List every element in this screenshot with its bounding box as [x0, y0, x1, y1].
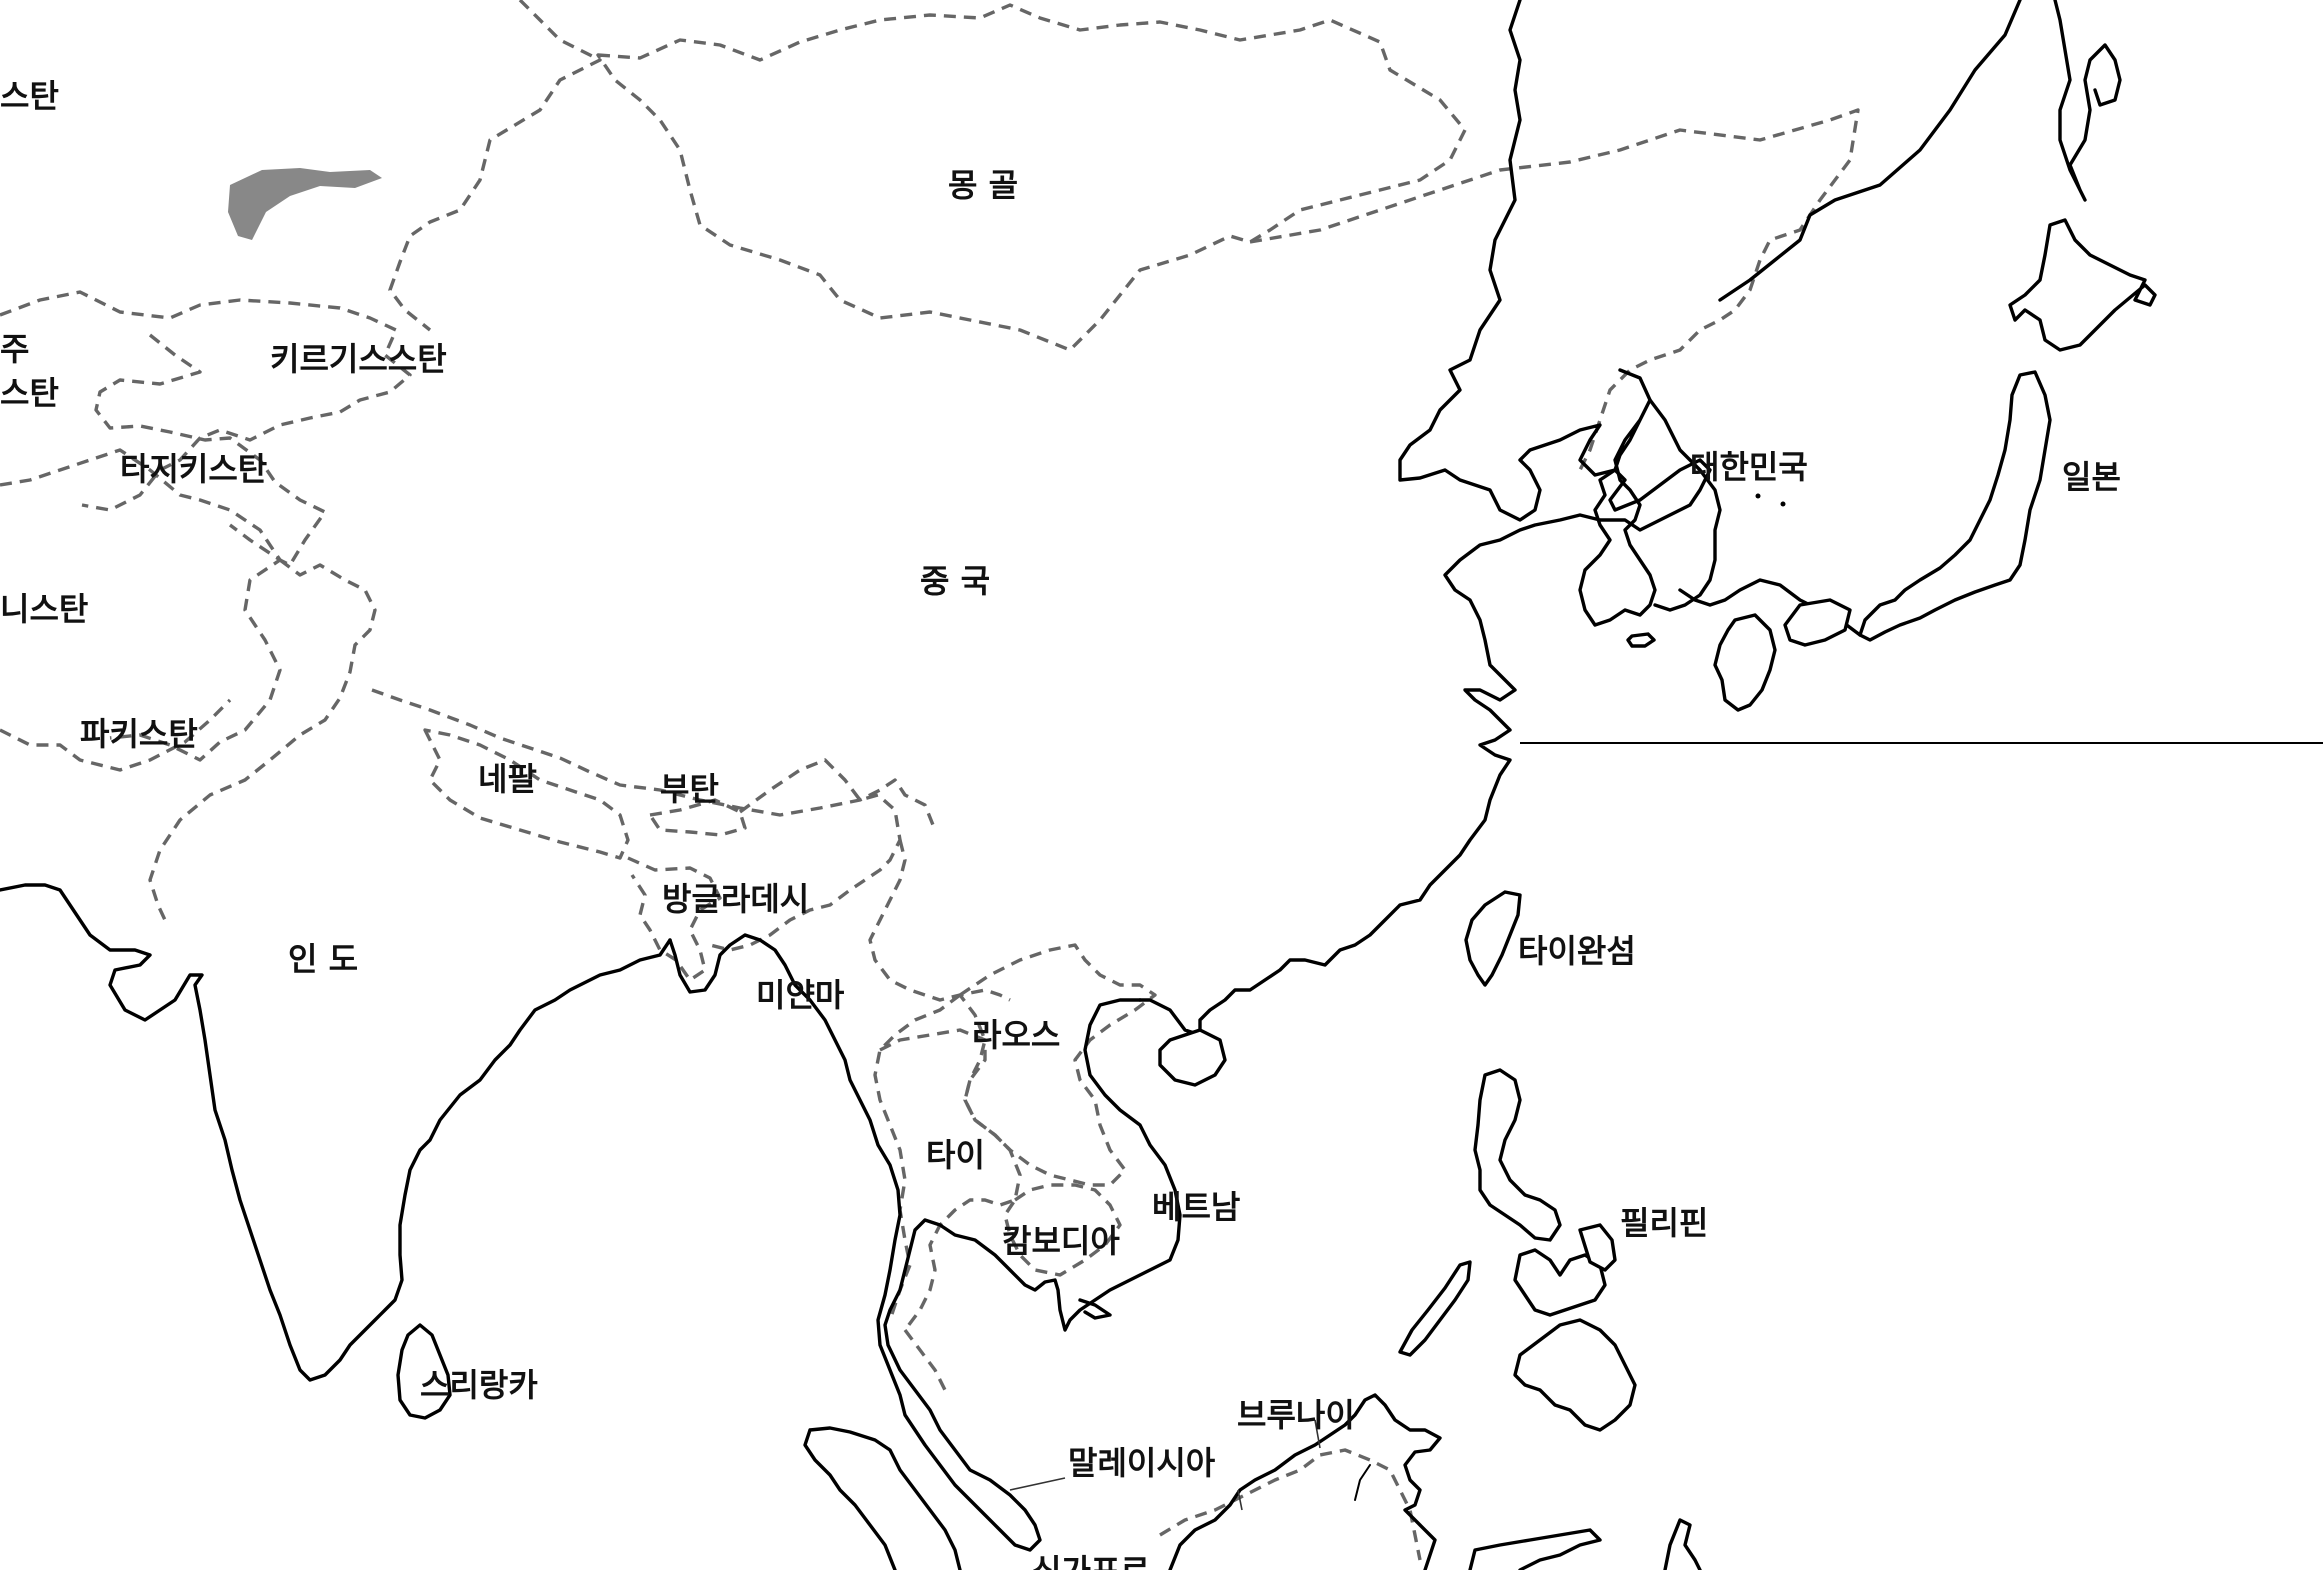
map-labels: 스탄 주 스탄 키르기스스탄 타지키스탄 니스탄 파키스탄 몽 골 중 국 네팔…	[0, 77, 2121, 1570]
coast-sumatra	[803, 1426, 962, 1570]
border-tajik	[94, 333, 327, 567]
label-partial-kazakhstan[interactable]: 스탄	[0, 77, 59, 115]
leader-brunei	[1314, 1419, 1321, 1449]
border-malay	[903, 1328, 947, 1391]
coast-visayas[interactable]	[1513, 1248, 1607, 1317]
coast-korea-east	[1648, 398, 1722, 612]
border-pakistan-india	[148, 558, 377, 921]
label-malaysia[interactable]: 말레이시아	[1068, 1444, 1216, 1482]
coast-china-east	[1138, 0, 1712, 1037]
coast-korea	[1578, 368, 1657, 627]
border-myanmar	[868, 839, 1011, 1002]
label-south-korea[interactable]: 대한민국	[1690, 448, 1808, 486]
border-mongolia	[596, 3, 1467, 352]
coast-palawan[interactable]	[1398, 1260, 1472, 1357]
label-bhutan[interactable]: 부탄	[660, 770, 719, 808]
label-vietnam[interactable]: 베트남	[1152, 1188, 1240, 1226]
label-bangladesh[interactable]: 방글라데시	[662, 880, 809, 918]
label-brunei[interactable]: 브루나이	[1237, 1396, 1355, 1434]
border-himalaya	[371, 688, 937, 831]
border-borneo	[1159, 1448, 1422, 1561]
label-cambodia[interactable]: 캄보디아	[1002, 1222, 1120, 1260]
border-bhutan	[648, 798, 747, 837]
coast-luzon[interactable]	[1473, 1068, 1562, 1242]
label-india[interactable]: 인 도	[288, 940, 358, 978]
leader-malaysia-borneo	[1237, 1489, 1243, 1511]
border-laos	[958, 943, 1157, 1187]
coast-taiwan[interactable]	[1464, 890, 1522, 987]
coast-india	[0, 883, 672, 1382]
border-afghan-pak	[0, 448, 282, 762]
label-uzbekistan-2[interactable]: 스탄	[0, 374, 59, 412]
border-central-asia	[0, 290, 412, 512]
label-singapore[interactable]: 싱가포르	[1032, 1552, 1150, 1570]
border-sabah	[1354, 1464, 1371, 1501]
coast-indochina	[668, 933, 1182, 1552]
coast-mekong	[1078, 1298, 1112, 1320]
coastlines	[0, 0, 2157, 1570]
label-laos[interactable]: 라오스	[972, 1016, 1060, 1054]
label-myanmar[interactable]: 미얀마	[756, 976, 845, 1014]
label-kyrgyzstan[interactable]: 키르기스스탄	[270, 340, 447, 378]
korea-dot-1	[1755, 493, 1761, 499]
border-kazakhstan-china	[388, 0, 602, 332]
country-borders	[0, 0, 1860, 1561]
coast-sri-lanka[interactable]	[396, 1323, 452, 1420]
coast-honshu[interactable]	[1858, 370, 2052, 642]
label-mongolia[interactable]: 몽 골	[948, 166, 1018, 204]
border-pak-sw	[0, 698, 232, 772]
coast-hokkaido[interactable]	[2008, 218, 2157, 352]
lake-issyk-kul	[228, 168, 382, 240]
border-china-korea	[1249, 108, 1860, 471]
coast-samar[interactable]	[1578, 1223, 1617, 1272]
coast-kyushu[interactable]	[1713, 613, 1777, 712]
border-thailand	[879, 1028, 1022, 1332]
label-thailand[interactable]: 타이	[926, 1136, 985, 1174]
coast-sulawesi	[1468, 1528, 1602, 1570]
leader-malaysia	[1009, 1477, 1066, 1491]
label-taiwan[interactable]: 타이완섬	[1518, 932, 1636, 970]
coast-borneo	[1168, 1393, 1442, 1570]
coast-jeju[interactable]	[1626, 632, 1656, 648]
border-ne-india	[709, 758, 902, 952]
korea-dot-2	[1780, 501, 1786, 507]
coast-hainan[interactable]	[1158, 1028, 1227, 1087]
label-philippines[interactable]: 필리핀	[1620, 1204, 1708, 1242]
coast-sakhalin	[2053, 0, 2122, 202]
coast-russia-far-east	[1718, 0, 2022, 302]
label-uzbekistan-1[interactable]: 주	[0, 330, 29, 368]
label-china[interactable]: 중 국	[920, 562, 990, 600]
label-pakistan[interactable]: 파키스탄	[80, 715, 198, 753]
coast-mindanao[interactable]	[1513, 1318, 1637, 1432]
border-bangladesh	[627, 856, 722, 982]
coast-maluku	[1663, 1518, 1702, 1570]
coast-shikoku[interactable]	[1783, 598, 1852, 647]
border-nepal	[423, 728, 630, 860]
label-sri-lanka[interactable]: 스리랑카	[420, 1366, 538, 1404]
label-japan[interactable]: 일본	[2062, 458, 2121, 496]
label-tajikistan[interactable]: 타지키스탄	[120, 450, 267, 488]
label-afghanistan[interactable]: 니스탄	[0, 590, 88, 628]
label-nepal[interactable]: 네팔	[478, 760, 537, 798]
border-cambodia	[1003, 1183, 1122, 1277]
border-myanmar-thai	[873, 993, 962, 1321]
